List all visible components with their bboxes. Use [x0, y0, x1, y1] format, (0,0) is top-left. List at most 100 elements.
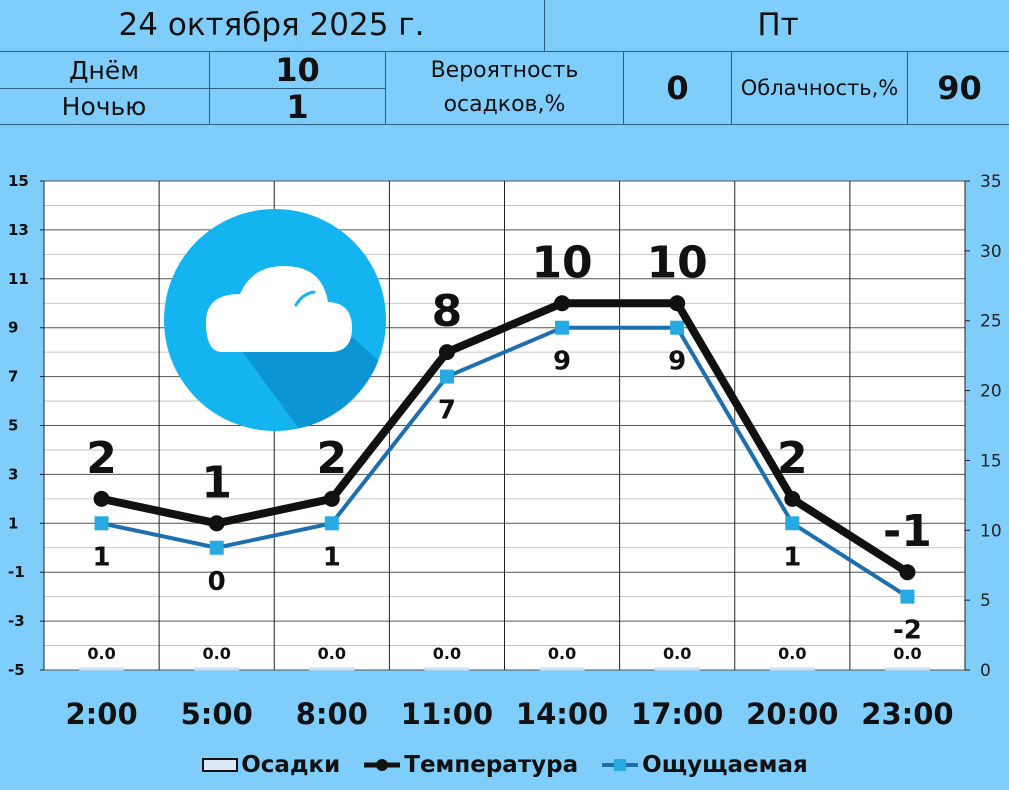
- precip-label: 0.0: [778, 644, 806, 663]
- feels-like-label: 7: [438, 396, 456, 426]
- feels-like-label: 1: [323, 542, 341, 572]
- temperature-label: 8: [432, 286, 463, 337]
- cloud-value: 90: [937, 69, 982, 107]
- precip-value: 0: [666, 69, 689, 107]
- y-tick-label: 5: [8, 417, 18, 435]
- feels-like-point: [439, 369, 454, 384]
- night-label: Ночью: [61, 92, 147, 121]
- y2-tick-label: 25: [980, 312, 1002, 332]
- legend-precip-label: Осадки: [241, 752, 341, 778]
- y-tick-label: 11: [8, 270, 29, 288]
- y-tick-label: 13: [8, 221, 29, 239]
- x-tick-label: 23:00: [861, 697, 953, 731]
- night-label-cell: Ночью: [0, 88, 210, 125]
- y-tick-label: 1: [8, 514, 18, 532]
- feels-like-point: [94, 516, 109, 531]
- y2-tick-label: 15: [980, 451, 1002, 471]
- feels-like-line: [101, 325, 909, 599]
- legend-temperature-swatch: [364, 759, 401, 771]
- x-tick-label: 5:00: [181, 697, 253, 731]
- precip-label: 0.0: [203, 644, 231, 663]
- legend-feels-like-label: Ощущаемая: [642, 752, 808, 778]
- precip-bar: [884, 667, 930, 671]
- feels-like-point: [900, 589, 915, 604]
- feels-like-label: 9: [553, 347, 571, 377]
- precip-bar: [539, 667, 585, 671]
- temperature-label: 2: [777, 433, 808, 484]
- precip-bar: [194, 667, 240, 671]
- temperature-point: [438, 344, 455, 361]
- x-tick-label: 20:00: [746, 697, 838, 731]
- precip-bar: [654, 667, 700, 671]
- temperature-point: [323, 490, 340, 507]
- temperature-point: [784, 490, 801, 507]
- temperature-point: [669, 295, 686, 312]
- feels-like-point: [785, 516, 800, 531]
- y2-tick-label: 35: [980, 172, 1002, 192]
- feels-like-point: [670, 320, 685, 335]
- temperature-point: [554, 295, 571, 312]
- temperature-label: 2: [86, 433, 117, 484]
- legend-temperature-label: Температура: [404, 752, 579, 778]
- temperature-point: [899, 564, 916, 581]
- precip-label: 0.0: [87, 644, 115, 663]
- y-tick-label: -1: [8, 563, 25, 581]
- temperature-line: [100, 299, 910, 576]
- y2-tick-label: 0: [980, 661, 991, 681]
- precip-label: 0.0: [548, 644, 576, 663]
- cloud-label: Облачность,%: [740, 76, 899, 100]
- chart-legend: Осадки Температура Ощущаемая: [0, 752, 1009, 778]
- y-tick-label: 3: [8, 465, 18, 483]
- temperature-label: 10: [531, 237, 592, 288]
- y2-tick-label: 20: [980, 382, 1002, 402]
- x-tick-label: 2:00: [65, 697, 137, 731]
- y2-tick-label: 10: [980, 521, 1002, 541]
- feels-like-point: [324, 516, 339, 531]
- temperature-label: 1: [201, 457, 232, 508]
- night-value: 1: [286, 87, 309, 126]
- y-tick-label: -3: [8, 612, 25, 630]
- feels-like-label: 0: [208, 567, 226, 597]
- precip-label: 0.0: [893, 644, 921, 663]
- day-value: 10: [275, 51, 320, 89]
- date-text: 24 октября 2025 г.: [118, 7, 425, 43]
- y2-tick-label: 30: [980, 242, 1002, 262]
- precip-label: 0.0: [433, 644, 461, 663]
- precip-label-line2: осадков,%: [443, 92, 566, 117]
- precip-bar: [309, 667, 355, 671]
- legend-item-temperature: Температура: [362, 752, 578, 778]
- day-label: Днём: [68, 55, 140, 85]
- x-tick-label: 11:00: [401, 697, 493, 731]
- feels-like-point: [209, 540, 224, 555]
- y-tick-label: 7: [8, 368, 18, 386]
- precip-label: 0.0: [318, 644, 346, 663]
- feels-like-label: 9: [668, 347, 686, 377]
- y-tick-label: 15: [8, 172, 29, 190]
- legend-item-feels-like: Ощущаемая: [600, 752, 808, 778]
- cloud-value-cell: 90: [907, 51, 1009, 125]
- y-tick-label: 9: [8, 319, 18, 337]
- precip-label: 0.0: [663, 644, 691, 663]
- temperature-label: 2: [317, 433, 348, 484]
- precip-bar: [769, 667, 815, 671]
- weekday-text: Пт: [757, 7, 799, 43]
- x-tick-label: 14:00: [516, 697, 608, 731]
- legend-item-precip: Осадки: [201, 752, 340, 778]
- day-label-cell: Днём: [0, 51, 210, 89]
- feels-like-point: [555, 320, 570, 335]
- temperature-point: [93, 490, 110, 507]
- feels-like-label: 1: [783, 542, 801, 572]
- legend-precip-swatch: [202, 758, 239, 772]
- y2-tick-label: 5: [980, 591, 991, 611]
- precip-bar: [424, 667, 470, 671]
- precip-label-cell: Вероятность осадков,%: [385, 51, 624, 125]
- precip-bar: [79, 667, 125, 671]
- x-tick-label: 17:00: [631, 697, 723, 731]
- precip-label-line1: Вероятность: [430, 58, 579, 83]
- temperature-label: -1: [883, 506, 932, 557]
- x-tick-label: 8:00: [296, 697, 368, 731]
- temperature-point: [208, 515, 225, 532]
- feels-like-label: 1: [93, 542, 111, 572]
- temperature-label: 10: [647, 237, 708, 288]
